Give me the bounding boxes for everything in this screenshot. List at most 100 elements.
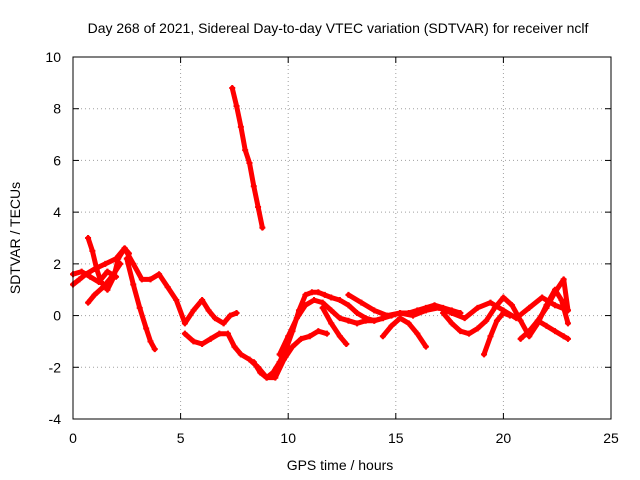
data-point <box>526 328 533 335</box>
data-point <box>336 315 343 322</box>
data-point <box>255 203 262 210</box>
series-track-6 <box>229 85 266 231</box>
data-point <box>493 317 500 324</box>
data-point <box>259 224 266 231</box>
data-point <box>354 309 361 316</box>
data-point <box>233 309 240 316</box>
data-point <box>108 273 115 280</box>
data-point <box>89 247 96 254</box>
plot-frame <box>72 56 612 420</box>
ticks <box>72 56 612 420</box>
data-point <box>552 328 559 335</box>
data-point <box>397 309 404 316</box>
data-point <box>246 356 253 363</box>
data-point <box>552 302 559 309</box>
data-point <box>97 278 104 285</box>
data-point <box>147 276 154 283</box>
data-point <box>229 85 236 92</box>
data-point <box>76 276 83 283</box>
data-point <box>156 271 163 278</box>
data-point <box>85 235 92 241</box>
data-point <box>500 309 507 316</box>
data-point <box>151 346 158 353</box>
series-track-4 <box>85 260 124 306</box>
data-point <box>328 294 335 301</box>
series-track-5 <box>123 255 158 353</box>
data-point <box>220 320 227 327</box>
grid <box>73 57 611 419</box>
series-track-10 <box>319 304 350 348</box>
data-point <box>227 312 234 319</box>
data-point <box>125 250 132 257</box>
data-point <box>384 312 391 319</box>
series-track-3 <box>85 235 132 293</box>
data-point <box>181 330 188 337</box>
data-point <box>414 330 421 337</box>
data-point <box>440 309 447 316</box>
data-point <box>123 255 130 262</box>
data-point <box>321 291 328 298</box>
data-point <box>270 369 277 376</box>
data-point <box>104 286 111 293</box>
x-tick-label: 25 <box>603 430 619 446</box>
y-tick-label: 4 <box>53 204 61 220</box>
x-tick-label: 0 <box>69 430 77 446</box>
data-point <box>115 255 122 262</box>
data-point <box>257 369 264 376</box>
data-point <box>487 299 494 306</box>
data-point <box>302 302 309 309</box>
series-layer <box>70 85 571 381</box>
data-point <box>285 333 292 340</box>
data-point <box>199 341 206 348</box>
data-point <box>315 328 322 335</box>
data-point <box>474 304 481 311</box>
data-point <box>500 294 507 301</box>
data-point <box>319 299 326 306</box>
data-point <box>306 333 313 340</box>
data-point <box>224 330 231 337</box>
data-point <box>358 299 365 306</box>
data-point <box>319 304 326 311</box>
data-point <box>130 260 137 267</box>
chart-title: Day 268 of 2021, Sidereal Day-to-day VTE… <box>88 20 589 36</box>
data-point <box>102 260 109 267</box>
data-point <box>465 330 472 337</box>
data-point <box>91 291 98 298</box>
data-point <box>474 325 481 332</box>
y-tick-label: 0 <box>53 308 61 324</box>
data-point <box>543 322 550 329</box>
data-point <box>143 325 150 332</box>
data-point <box>237 123 244 130</box>
data-point <box>136 304 143 311</box>
data-point <box>539 294 546 301</box>
data-point <box>328 320 335 327</box>
data-point <box>517 317 524 324</box>
data-point <box>491 304 498 311</box>
data-point <box>293 315 300 322</box>
data-point <box>250 359 257 366</box>
data-point <box>534 317 541 324</box>
data-point <box>564 320 571 327</box>
data-point <box>560 276 567 283</box>
y-axis-label: SDTVAR / TECUs <box>7 182 23 294</box>
x-tick-label: 10 <box>280 430 296 446</box>
data-point <box>85 299 92 306</box>
data-point <box>276 359 283 366</box>
data-point <box>246 160 253 167</box>
y-tick-label: -4 <box>49 411 62 427</box>
data-point <box>164 284 171 291</box>
x-tick-label: 15 <box>388 430 404 446</box>
data-point <box>388 322 395 329</box>
data-point <box>506 312 513 319</box>
data-point <box>487 333 494 340</box>
y-tick-label: 2 <box>53 256 61 272</box>
data-point <box>397 315 404 322</box>
data-point <box>509 302 516 309</box>
data-point <box>242 147 249 154</box>
data-point <box>343 341 350 348</box>
data-point <box>371 307 378 314</box>
series-track-12 <box>379 315 429 350</box>
series-track-9 <box>276 297 386 358</box>
